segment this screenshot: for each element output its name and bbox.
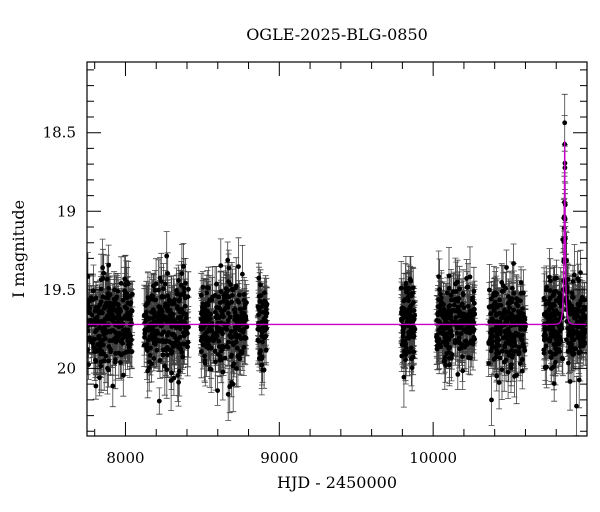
x-axis-label: HJD - 2450000 <box>277 473 397 492</box>
chart-title: OGLE-2025-BLG-0850 <box>246 25 428 44</box>
plot-frame <box>86 61 588 437</box>
y-tick-label: 18.5 <box>43 124 76 142</box>
x-tick-label: 10000 <box>409 449 457 467</box>
y-tick-label: 19.5 <box>43 281 76 299</box>
data-points <box>87 93 587 436</box>
x-tick-label: 8000 <box>106 449 144 467</box>
y-axis-label: I magnitude <box>9 200 28 298</box>
y-tick-label: 19 <box>57 202 76 220</box>
x-axis-tick-labels: 8000 9000 10000 <box>106 449 457 467</box>
y-axis-tick-labels: 18.5 19 19.5 20 <box>43 124 76 378</box>
x-tick-label: 9000 <box>260 449 298 467</box>
axis-ticks <box>87 62 588 436</box>
y-tick-label: 20 <box>57 359 76 377</box>
plot-area <box>86 61 588 437</box>
model-curve <box>87 140 587 326</box>
